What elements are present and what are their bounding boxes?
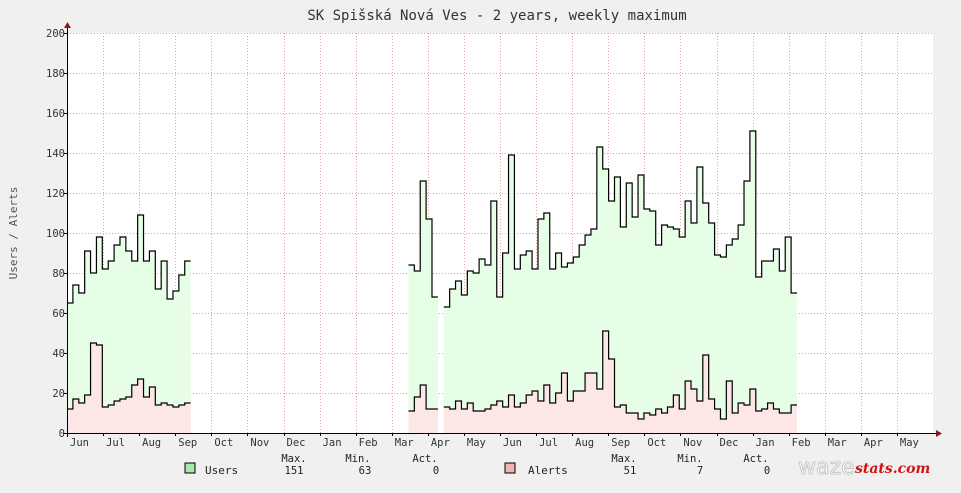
x-tick-labels: Jun Jul Aug Sep Oct Nov Dec Jan Feb Mar Apr May Jun J…: [70, 437, 919, 449]
legend-users-act: 0: [433, 465, 439, 477]
x-tick-label-sep: Sep: [611, 437, 630, 449]
legend-alerts-swatch: [504, 462, 516, 474]
series-users-area: [408, 181, 438, 433]
series-alerts-line: [408, 384, 438, 412]
legend-users-max: 151: [285, 465, 304, 477]
y-axis-label: Users / Alerts: [7, 187, 20, 280]
x-tick-label-jul: Jul: [539, 437, 558, 449]
x-tick-label-apr: Apr: [864, 437, 883, 449]
y-tick-label: 40: [52, 348, 65, 360]
legend-users-act-header: Act.: [412, 453, 437, 465]
x-tick-label-sep: Sep: [178, 437, 197, 449]
x-tick-label-aug: Aug: [575, 437, 594, 449]
x-tick-label-dec: Dec: [287, 437, 306, 449]
x-tick-label-mar: Mar: [395, 437, 414, 449]
x-tick-label-aug: Aug: [142, 437, 161, 449]
x-tick-label-jun: Jun: [503, 437, 522, 449]
wazestats-logo: waze stats.com: [798, 455, 931, 481]
y-tick-label: 0: [59, 428, 65, 440]
chart-title: SK Spišská Nová Ves - 2 years, weekly ma…: [307, 8, 686, 24]
legend-alerts-label: Alerts: [528, 464, 568, 477]
legend-users-swatch: [184, 462, 196, 474]
logo-word: waze: [798, 455, 855, 480]
logo-accent: stats.com: [855, 461, 930, 477]
legend-alerts-max: 51: [624, 465, 637, 477]
y-tick-label: 120: [46, 188, 65, 200]
legend-alerts-min-header: Min.: [677, 453, 702, 465]
y-tick-label: 200: [46, 28, 65, 40]
series-alerts-line: [443, 330, 797, 420]
series-lines: [67, 130, 797, 420]
axes: [63, 22, 942, 437]
x-tick-label-may: May: [467, 437, 486, 449]
x-tick-label-oct: Oct: [647, 437, 666, 449]
x-tick-label-nov: Nov: [250, 437, 269, 449]
y-tick-label: 20: [52, 388, 65, 400]
x-tick-label-jul: Jul: [106, 437, 125, 449]
legend-alerts-min: 7: [697, 465, 703, 477]
x-tick-label-may: May: [900, 437, 919, 449]
y-tick-label: 100: [46, 228, 65, 240]
y-tick-label: 80: [52, 268, 65, 280]
y-tick-label: 160: [46, 108, 65, 120]
x-tick-label-mar: Mar: [828, 437, 847, 449]
x-tick-label-nov: Nov: [683, 437, 702, 449]
x-tick-label-feb: Feb: [792, 437, 811, 449]
series-alerts-line: [67, 342, 191, 410]
x-axis-arrow: [936, 430, 942, 437]
y-tick-label: 140: [46, 148, 65, 160]
legend-alerts-max-header: Max.: [611, 453, 636, 465]
x-tick-label-jun: Jun: [70, 437, 89, 449]
series-users-line: [408, 180, 438, 298]
legend-alerts-act-header: Act.: [743, 453, 768, 465]
series-alerts-area: [443, 331, 797, 433]
x-tick-label-jan: Jan: [323, 437, 342, 449]
legend-users-min: 63: [359, 465, 372, 477]
x-tick-label-dec: Dec: [720, 437, 739, 449]
x-tick-label-apr: Apr: [431, 437, 450, 449]
y-axis-arrow: [64, 22, 71, 28]
legend: Max. Min. Act. Max. Min. Act. Users 151 …: [184, 453, 770, 477]
legend-users-label: Users: [205, 464, 238, 477]
legend-users-max-header: Max.: [281, 453, 306, 465]
series-users-line: [443, 130, 797, 308]
y-tick-label: 180: [46, 68, 65, 80]
x-tick-label-jan: Jan: [756, 437, 775, 449]
legend-users-min-header: Min.: [345, 453, 370, 465]
y-tick-labels: 0 20 40 60 80 100 120 140 160 180 200: [46, 28, 65, 440]
legend-alerts-act: 0: [764, 465, 770, 477]
x-tick-label-feb: Feb: [359, 437, 378, 449]
x-tick-label-oct: Oct: [214, 437, 233, 449]
series-alerts-area: [67, 343, 191, 433]
series-users-line: [67, 214, 191, 304]
y-tick-label: 60: [52, 308, 65, 320]
